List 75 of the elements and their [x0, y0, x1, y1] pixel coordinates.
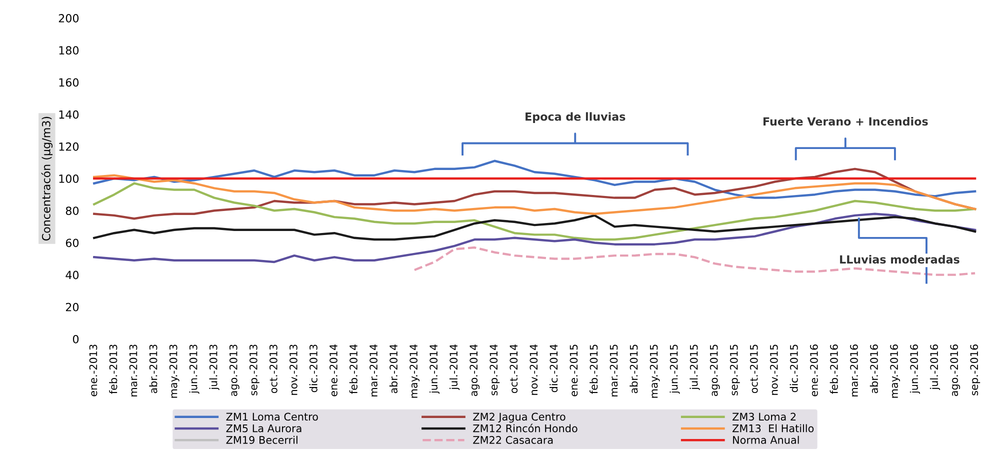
x-tick-label: jun.-2013	[189, 344, 200, 394]
x-tick-label: mar.-2015	[610, 344, 618, 396]
legend-label: ZM12 Rincón Hondo	[473, 424, 578, 432]
x-tick-label: sep.-2013	[249, 344, 260, 396]
x-tick-label: jul.-2015	[690, 344, 700, 390]
x-tick-label: nov.-2015	[770, 344, 778, 395]
y-axis-title: Concentracón (µg/m3)	[41, 116, 53, 241]
y-tick-label: 200	[58, 14, 79, 22]
x-tick-label: sep.-2016	[970, 344, 980, 396]
legend-label: ZM2 Jagua Centro	[473, 412, 566, 423]
x-tick-label: abr.-2015	[630, 344, 638, 394]
x-tick-label: may.-2016	[890, 344, 900, 398]
x-tick-label: ene.-2014	[330, 344, 338, 396]
x-tick-label: feb.-2014	[349, 344, 358, 394]
x-tick-label: ago.-2015	[710, 344, 720, 396]
x-tick-label: sep.-2015	[730, 344, 740, 396]
y-tick-label: 180	[59, 46, 79, 55]
line-series	[93, 182, 976, 241]
x-tick-label: mar.-2014	[370, 344, 378, 396]
y-tick-label: 160	[59, 78, 79, 87]
y-tick-label: 140	[59, 110, 79, 119]
y-tick-label: 60	[66, 238, 79, 248]
line-series	[413, 246, 976, 276]
line-series	[93, 212, 976, 264]
legend-label: ZM19 Becerril	[226, 436, 298, 444]
x-tick-label: oct.-2014	[510, 344, 518, 394]
x-tick-label: abr.-2016	[870, 344, 878, 394]
x-tick-label: abr.-2013	[149, 344, 158, 394]
x-tick-label: mar.-2016	[850, 344, 858, 396]
x-tick-label: ago.-2013	[229, 344, 240, 396]
line-series	[93, 174, 976, 215]
annotation: LLuvias moderadas	[840, 255, 960, 264]
y-tick-label: 80	[66, 206, 79, 216]
x-tick-label: dic.-2015	[790, 344, 798, 392]
x-tick-label: ago.-2014	[470, 344, 480, 396]
x-tick-label: oct.-2015	[750, 344, 758, 394]
x-tick-label: nov.-2014	[530, 344, 538, 395]
legend-label: ZM3 Loma 2	[732, 412, 796, 421]
x-tick-label: feb.-2013	[109, 344, 118, 394]
x-tick-label: jun.-2016	[910, 344, 920, 394]
legend-label: Norma Anual	[733, 436, 799, 444]
legend-label: ZM1 Loma Centro	[226, 412, 318, 421]
x-tick-label: feb.-2015	[590, 344, 598, 394]
legend-label: ZM13 El Hatillo	[732, 424, 814, 432]
x-tick-label: oct.-2013	[269, 344, 278, 394]
line-series	[93, 214, 976, 241]
x-tick-label: ene.-2015	[570, 344, 578, 396]
x-tick-label: ene.-2016	[810, 344, 818, 396]
x-tick-label: abr.-2014	[389, 344, 398, 394]
x-tick-label: may.-2015	[650, 344, 660, 398]
x-tick-label: jul.-2013	[209, 344, 220, 390]
x-tick-label: ene.-2013	[89, 344, 98, 396]
legend-label: ZM22 Casacara	[473, 436, 553, 444]
x-tick-label: jul.-2016	[930, 344, 940, 390]
legend-label: ZM5 La Aurora	[226, 424, 302, 432]
x-tick-label: may.-2014	[410, 344, 420, 398]
x-tick-label: dic.-2014	[550, 344, 558, 392]
x-tick-label: nov.-2013	[290, 344, 298, 395]
y-tick-label: 0	[72, 334, 79, 344]
x-tick-label: jul.-2014	[449, 344, 460, 390]
x-tick-label: jun.-2014	[429, 344, 440, 394]
x-tick-label: sep.-2014	[490, 344, 500, 396]
x-tick-label: feb.-2016	[830, 344, 838, 394]
x-tick-label: may.-2013	[169, 344, 180, 398]
line-series	[93, 160, 976, 199]
annotation: Fuerte Verano + Incendios	[764, 117, 928, 126]
x-tick-label: dic.-2013	[309, 344, 318, 392]
y-tick-label: 100	[59, 174, 79, 183]
x-tick-label: jun.-2015	[670, 344, 680, 394]
x-tick-label: ago.-2016	[950, 344, 960, 396]
annotation: Epoca de lluvias	[526, 112, 626, 123]
y-tick-label: 120	[59, 142, 79, 151]
y-tick-label: 20	[66, 302, 79, 312]
y-tick-label: 40	[66, 270, 79, 280]
x-tick-label: mar.-2013	[129, 344, 138, 396]
